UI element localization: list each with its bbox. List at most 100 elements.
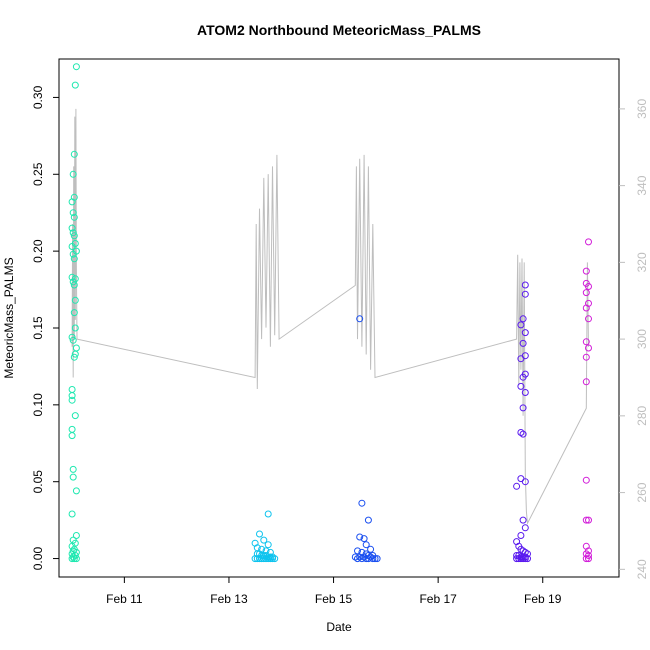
scatter-point-series-3: [519, 373, 527, 381]
scatter-point-series-0: [68, 510, 76, 518]
scatter-point-series-0: [70, 213, 78, 221]
scatter-point-series-3: [521, 389, 529, 396]
y2-tick-label: 240: [635, 559, 649, 579]
scatter-point-series-3: [519, 315, 527, 323]
scatter-point-series-3: [519, 516, 527, 524]
x-tick-label: Feb 19: [524, 592, 562, 606]
scatter-point-series-4: [585, 516, 592, 524]
scatter-point-series-3: [521, 524, 529, 532]
scatter-point-series-3: [519, 404, 527, 412]
scatter-point-series-2: [354, 547, 361, 555]
scatter-point-series-2: [362, 541, 370, 549]
y-tick-label: 0.25: [31, 162, 45, 186]
scatter-point-series-0: [68, 396, 76, 404]
scatter-point-series-0: [68, 386, 76, 393]
scatter-point-series-2: [367, 545, 375, 553]
scatter-point-series-3: [517, 555, 525, 563]
x-tick-label: Feb 11: [106, 592, 143, 606]
scatter-point-series-4: [585, 315, 592, 323]
scatter-point-series-4: [582, 516, 590, 524]
scatter-point-series-2: [358, 499, 366, 507]
x-axis: Feb 11 Feb 13 Feb 15 Feb 17 Feb 19: [106, 577, 562, 606]
scatter-point-series-0: [68, 273, 76, 281]
scatter-point-series-4: [585, 555, 592, 563]
scatter-point-series-3: [513, 482, 521, 490]
scatter-point-series-2: [351, 553, 359, 561]
scatter-point-series-0: [68, 392, 76, 400]
scatter-point-series-2: [371, 555, 379, 563]
y-axis: 0.00 0.05 0.10 0.15 0.20 0.25 0.30: [31, 85, 59, 570]
scatter-point-series-1: [266, 555, 274, 563]
scatter-point-series-1: [269, 555, 276, 563]
scatter-point-series-0: [71, 296, 79, 304]
scatter-point-series-3: [519, 430, 527, 438]
scatter-point-series-3: [521, 329, 529, 337]
y-tick-label: 0.10: [31, 393, 45, 417]
scatter-point-series-0: [71, 350, 79, 358]
scatter-point-series-4: [582, 378, 590, 386]
scatter-point-series-0: [69, 209, 77, 217]
scatter-point-series-2: [354, 555, 361, 563]
scatter-point-series-0: [71, 324, 79, 332]
scatter-point-series-0: [70, 353, 78, 361]
scatter-point-series-1: [264, 541, 272, 549]
line-layer: [71, 108, 589, 526]
scatter-point-series-1: [264, 510, 272, 518]
scatter-point-series-4: [582, 304, 590, 312]
scatter-point-series-2: [364, 555, 372, 563]
y2-series-line: [71, 108, 589, 526]
scatter-point-series-0: [70, 255, 78, 263]
scatter-point-series-4: [582, 267, 590, 275]
scatter-point-series-4: [582, 555, 590, 563]
y2-tick-label: 300: [635, 329, 649, 349]
y2-tick-label: 340: [635, 175, 649, 195]
scatter-point-series-4: [585, 283, 592, 290]
scatter-point-series-3: [517, 355, 525, 363]
y-tick-label: 0.30: [31, 85, 45, 109]
scatter-point-series-0: [72, 487, 80, 495]
scatter-point-series-1: [260, 555, 268, 563]
y-tick-label: 0.15: [31, 316, 45, 340]
scatter-point-series-0: [70, 555, 78, 563]
scatter-point-series-2: [356, 533, 364, 541]
y-tick-label: 0.20: [31, 239, 45, 263]
scatter-point-series-4: [582, 338, 590, 346]
scatter-point-series-4: [585, 344, 592, 352]
scatter-point-series-0: [71, 81, 79, 89]
scatter-point-series-3: [519, 339, 527, 347]
scatter-point-series-2: [369, 555, 377, 563]
scatter-point-series-1: [258, 555, 266, 563]
y-tick-label: 0.00: [31, 547, 45, 571]
scatter-point-series-3: [521, 478, 529, 486]
scatter-point-series-0: [72, 532, 80, 539]
scatter-point-series-0: [70, 309, 78, 317]
scatter-point-series-0: [72, 344, 80, 352]
y2-axis: 240 260 280 300 320 340 360: [619, 99, 649, 579]
scatter-point-series-2: [360, 535, 368, 543]
scatter-point-series-0: [69, 229, 77, 237]
scatter-point-series-0: [72, 63, 80, 71]
scatter-point-series-0: [70, 150, 78, 158]
points-layer: [68, 63, 592, 563]
x-tick-label: Feb 13: [210, 592, 248, 606]
scatter-point-series-0: [68, 198, 76, 206]
scatter-point-series-3: [517, 321, 525, 329]
y2-tick-label: 360: [635, 99, 649, 119]
x-axis-label: Date: [326, 620, 352, 634]
scatter-point-series-2: [367, 553, 375, 561]
scatter-point-series-0: [68, 432, 76, 440]
x-tick-label: Feb 17: [419, 592, 457, 606]
scatter-point-series-3: [524, 555, 531, 563]
scatter-point-series-4: [582, 353, 590, 361]
scatter-point-series-0: [69, 336, 77, 344]
scatter-point-series-3: [521, 290, 529, 298]
plot-frame: [58, 58, 620, 578]
scatter-point-series-3: [519, 555, 527, 563]
scatter-point-series-2: [356, 553, 364, 561]
scatter-point-series-0: [71, 412, 79, 420]
scatter-point-series-0: [69, 465, 77, 473]
scatter-point-series-0: [68, 224, 76, 232]
scatter-point-series-1: [256, 530, 263, 538]
scatter-point-series-0: [70, 281, 78, 289]
